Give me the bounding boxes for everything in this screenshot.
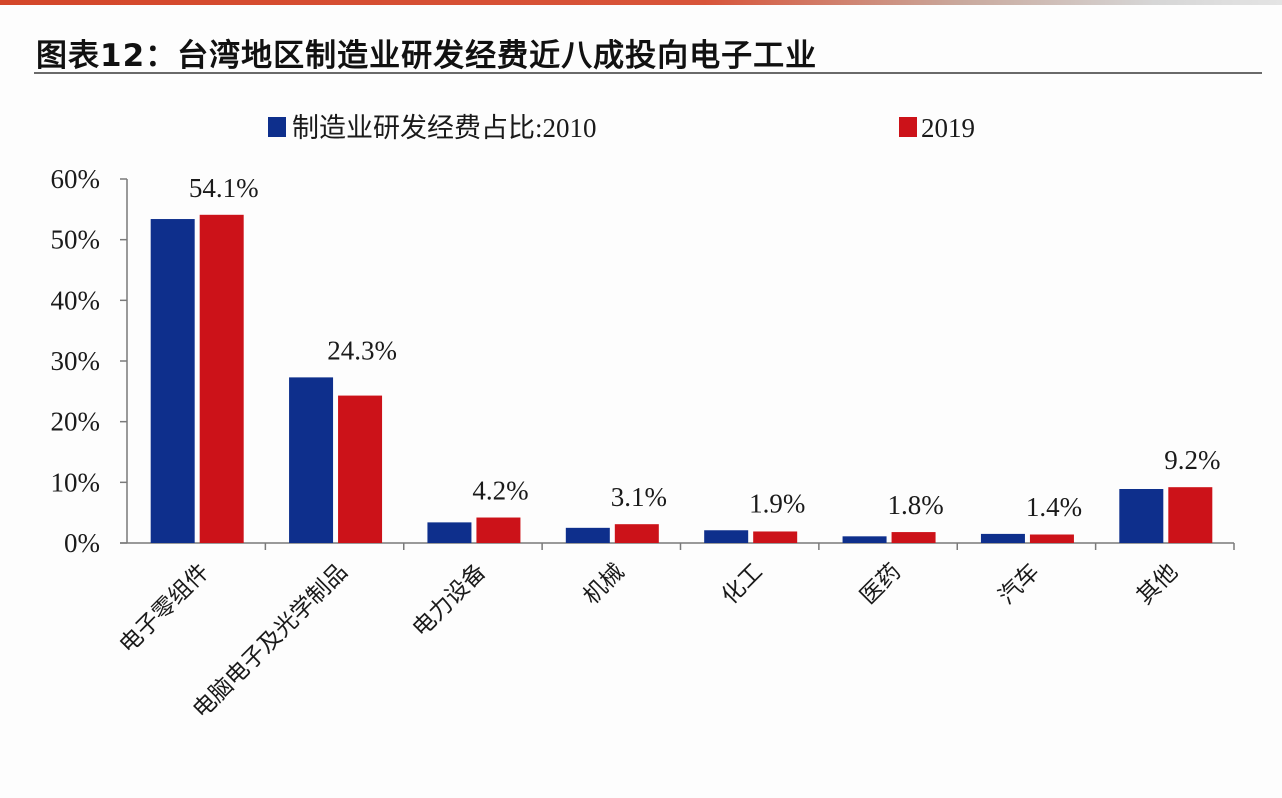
chart-title: 图表12：台湾地区制造业研发经费近八成投向电子工业: [36, 38, 818, 74]
category-label: 汽车: [994, 559, 1045, 610]
y-tick-label: 10%: [51, 467, 101, 497]
category-label: 电子零组件: [115, 559, 215, 659]
bar-2019: [476, 517, 521, 543]
bar-2019: [753, 531, 798, 543]
y-tick-label: 20%: [51, 407, 101, 437]
data-label-2019: 1.8%: [887, 490, 943, 520]
y-tick-label: 0%: [64, 528, 100, 558]
category-label: 电脑电子及光学制品: [188, 559, 353, 724]
bar-2010: [427, 522, 472, 543]
category-label: 机械: [579, 559, 630, 610]
bar-2010: [565, 527, 610, 543]
bar-2010: [704, 530, 749, 543]
y-tick-label: 30%: [51, 346, 101, 376]
category-label: 其他: [1132, 559, 1183, 610]
y-tick-label: 60%: [51, 164, 101, 194]
legend-swatch-2010: [268, 117, 286, 137]
data-label-2019: 54.1%: [189, 173, 259, 203]
data-label-2019: 1.4%: [1026, 492, 1082, 522]
data-label-2019: 3.1%: [611, 482, 667, 512]
category-label: 医药: [855, 559, 906, 610]
data-label-2019: 1.9%: [749, 488, 805, 518]
bar-2010: [1119, 489, 1164, 543]
bar-2019: [891, 532, 936, 543]
y-tick-label: 50%: [51, 225, 101, 255]
legend-label-2010: 制造业研发经费占比:2010: [292, 113, 597, 143]
legend: 制造业研发经费占比:2010 2019: [268, 113, 975, 143]
data-label-2019: 4.2%: [472, 476, 528, 506]
bar-2010: [842, 536, 887, 543]
data-labels: 54.1% 24.3% 4.2% 3.1% 1.9% 1.8% 1.4% 9.2%: [189, 173, 1221, 522]
bar-2019: [1168, 487, 1213, 543]
data-label-2019: 24.3%: [327, 335, 397, 365]
bar-2010: [289, 377, 334, 543]
top-accent-bar: [0, 0, 1282, 5]
y-tick-label: 40%: [51, 285, 101, 315]
title-divider: [34, 72, 1262, 74]
category-label: 化工: [717, 559, 768, 610]
bar-2019: [338, 395, 383, 543]
bar-2019: [199, 214, 244, 543]
bar-2019: [614, 524, 659, 543]
bar-2010: [980, 533, 1025, 543]
legend-label-2019: 2019: [921, 113, 975, 143]
bar-2019: [1029, 534, 1074, 543]
bar-2010: [150, 219, 195, 544]
legend-swatch-2019: [899, 117, 917, 137]
category-label: 电力设备: [408, 559, 491, 642]
bars: [150, 214, 1213, 544]
data-label-2019: 9.2%: [1164, 445, 1220, 475]
